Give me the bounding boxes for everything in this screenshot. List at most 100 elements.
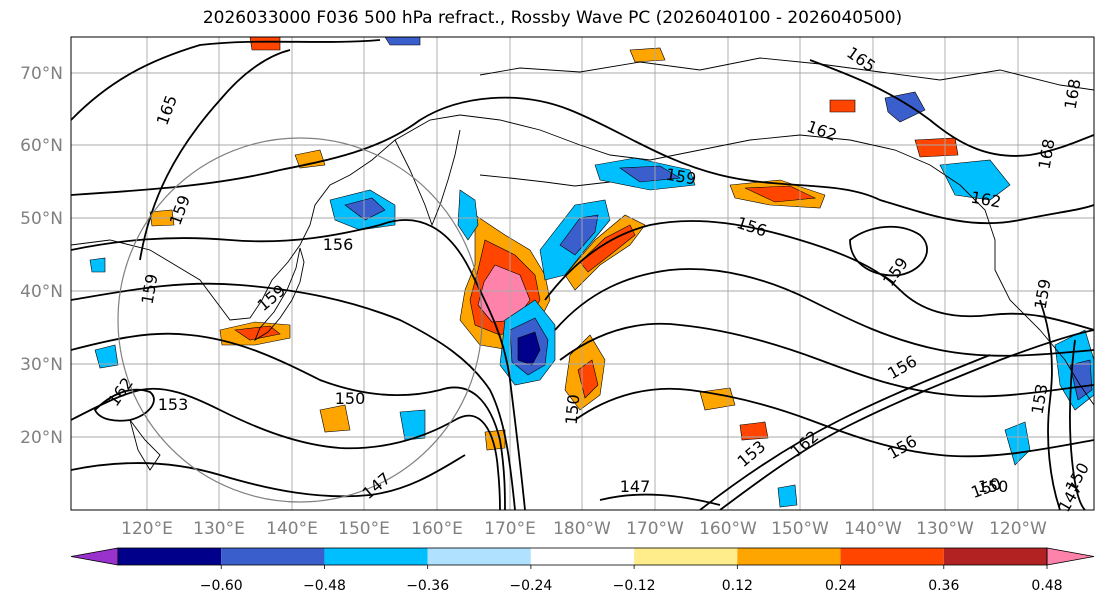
aleutian-islands: [479, 174, 611, 187]
shade-negative-area: [1004, 421, 1031, 466]
shade-positive-area: [579, 224, 636, 273]
contour-label: 168: [1061, 77, 1085, 110]
contour-label: 150: [969, 474, 1004, 502]
latitude-label: 70°N: [20, 64, 63, 84]
contour-label: 168: [1035, 137, 1059, 170]
longitude-label: 130°E: [193, 519, 245, 539]
contour-line: [71, 219, 526, 510]
asia-coastline: [71, 114, 461, 321]
contour-line: [719, 329, 1094, 510]
contour-label: 156: [734, 213, 769, 241]
contour-label: 165: [153, 93, 181, 128]
colorbar-tick-label: −0.36: [406, 578, 449, 594]
contour-label: 150: [978, 477, 1009, 496]
contour-line: [554, 268, 1094, 357]
longitude-label: 130°W: [916, 519, 974, 539]
colorbar-swatch: [737, 548, 841, 565]
shade-negative-area: [94, 344, 119, 369]
colorbar-swatch: [118, 548, 222, 565]
contour-line: [544, 220, 1094, 331]
longitude-label: 150°E: [338, 519, 390, 539]
contour-line: [71, 39, 381, 121]
shade-negative-area: [517, 331, 541, 366]
colorbar-extend-low: [70, 547, 119, 566]
shade-negative-area: [457, 189, 479, 241]
longitude-label: 170°W: [626, 519, 684, 539]
contour-line: [849, 225, 928, 277]
gridlines: [71, 37, 1094, 510]
shade-positive-area: [477, 264, 531, 323]
latitude-label: 60°N: [20, 136, 63, 156]
shade-negative-area: [884, 91, 926, 123]
latitude-axis: 70°N 60°N 50°N 40°N 30°N 20°N: [20, 64, 63, 448]
contour-label: 159: [166, 193, 194, 228]
colorbar-swatch: [530, 548, 635, 565]
contour-label: 150: [335, 389, 366, 408]
contour-label: 156: [884, 351, 920, 383]
shade-negative-area: [777, 484, 798, 508]
shade-negative-area: [939, 159, 1011, 201]
contour-label: 162: [969, 188, 1002, 212]
colorbar-tick-label: 0.24: [825, 578, 856, 594]
contour-line: [574, 387, 1094, 458]
contour-label: 156: [884, 431, 920, 463]
contour-line: [1068, 339, 1086, 510]
colorbar-tick-label: 0.48: [1031, 578, 1062, 594]
height-contours: [71, 39, 1094, 510]
contour-line: [599, 493, 721, 506]
contour-label: 153: [734, 437, 770, 471]
japan-coastline: [254, 247, 305, 342]
colorbar-swatch: [634, 548, 738, 565]
colorbar-swatch: [943, 548, 1047, 565]
colorbar-frame: [117, 547, 1048, 566]
colorbar-swatch: [324, 548, 428, 565]
shade-positive-area: [294, 149, 326, 169]
latitude-label: 30°N: [20, 355, 63, 375]
shade-positive-area: [739, 421, 769, 441]
colorbar-swatch: [427, 548, 531, 565]
contour-label: 159: [138, 272, 162, 305]
kamchatka-coastline: [394, 129, 461, 227]
longitude-label: 160°W: [699, 519, 757, 539]
longitude-label: 170°E: [484, 519, 536, 539]
longitude-label: 120°E: [121, 519, 173, 539]
contour-label: 150: [562, 393, 584, 425]
contour-label: 153: [158, 395, 189, 414]
longitude-label: 160°E: [411, 519, 463, 539]
contour-line: [139, 49, 291, 261]
longitude-label: 140°W: [844, 519, 902, 539]
shading-layer: [89, 37, 1094, 508]
contour-label: 156: [323, 235, 354, 254]
longitude-label: 180°W: [553, 519, 611, 539]
contour-label: 159: [879, 254, 912, 290]
arctic-coastline: [479, 57, 1094, 91]
colorbar-tick-label: 0.36: [928, 578, 959, 594]
colorbar-tick-label: −0.48: [303, 578, 346, 594]
contour-label: 147: [620, 477, 651, 496]
longitude-label: 120°W: [989, 519, 1047, 539]
plot-frame: [70, 36, 1095, 511]
latitude-label: 20°N: [20, 428, 63, 448]
shade-negative-area: [384, 37, 421, 46]
shade-negative-area: [619, 165, 681, 183]
contour-label: 159: [1031, 277, 1055, 310]
shade-positive-area: [914, 137, 959, 158]
contour-line: [559, 322, 1094, 398]
shade-positive-area: [629, 47, 666, 63]
contour-label: 162: [104, 374, 137, 410]
contour-line: [699, 354, 991, 510]
colorbar: −0.60 −0.48 −0.36 −0.24 −0.12 0.12 0.24 0.36 0.4…: [70, 547, 1095, 594]
colorbar-tick-label: −0.60: [200, 578, 243, 594]
shade-positive-area: [829, 99, 856, 113]
alaska-coastline: [459, 114, 1094, 406]
contour-line: [1039, 299, 1061, 510]
latitude-label: 40°N: [20, 282, 63, 302]
longitude-label: 140°E: [266, 519, 318, 539]
coastlines: [71, 57, 1094, 471]
shade-negative-area: [1069, 359, 1093, 401]
colorbar-tick-label: 0.12: [722, 578, 753, 594]
contour-label: 162: [804, 117, 839, 145]
shade-negative-area: [559, 214, 599, 256]
shade-positive-area: [319, 404, 351, 433]
